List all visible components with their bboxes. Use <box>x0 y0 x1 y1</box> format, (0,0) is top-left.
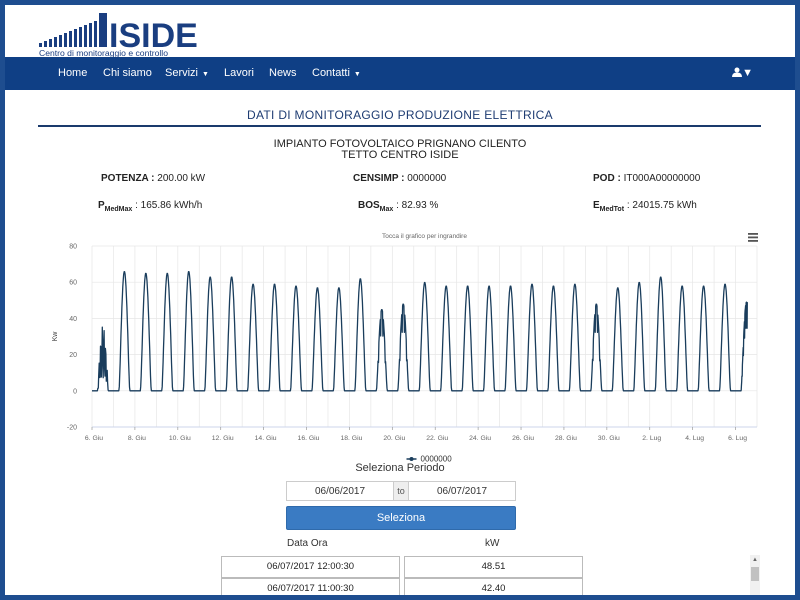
header: ISIDE Centro di monitoraggio e controllo <box>5 5 795 57</box>
y-axis-label: Kw <box>52 331 59 342</box>
bos-info: BOSMax : 82.93 % <box>358 200 439 213</box>
y-tick-label: 20 <box>69 352 77 359</box>
nav-contatti[interactable]: Contatti ▼ <box>312 67 361 79</box>
title-divider <box>38 125 761 127</box>
period-label: Seleziona Periodo <box>355 462 445 474</box>
user-menu[interactable]: ▼ <box>732 57 753 90</box>
chart-legend[interactable]: 0000000 <box>406 455 453 464</box>
censimp-info: CENSIMP : 0000000 <box>353 173 447 184</box>
x-tick-label: 30. Giu <box>598 435 620 442</box>
x-tick-label: 18. Giu <box>340 435 362 442</box>
x-tick-label: 22. Giu <box>426 435 448 442</box>
caret-down-icon: ▼ <box>742 67 753 79</box>
production-chart[interactable]: Tocca il grafico per ingrandire -20 0 20 40 6… <box>45 225 760 465</box>
menu-bar <box>748 233 758 235</box>
page-frame: ISIDE Centro di monitoraggio e controllo… <box>5 5 795 595</box>
table-cell-date: 06/07/2017 11:00:30 <box>221 578 400 595</box>
legend-marker <box>409 457 414 461</box>
logo[interactable]: ISIDE Centro di monitoraggio e controllo <box>37 11 207 57</box>
pod-info: POD : IT000A00000000 <box>593 173 701 184</box>
scrollbar-thumb[interactable] <box>751 567 759 581</box>
nav-news[interactable]: News <box>269 67 297 79</box>
main-navbar: Home Chi siamo Servizi ▼ Lavori News Cont… <box>5 57 795 90</box>
date-to-input[interactable] <box>409 482 515 500</box>
date-range-separator: to <box>393 482 409 500</box>
logo-text: ISIDE <box>109 17 198 55</box>
x-tick-label: 4. Lug <box>685 435 704 442</box>
table-cell-date: 06/07/2017 12:00:30 <box>221 556 400 578</box>
y-tick-label: 0 <box>73 388 77 395</box>
chart-menu-icon[interactable] <box>748 233 758 242</box>
x-tick-label: 12. Giu <box>212 435 234 442</box>
x-tick-label: 6. Lug <box>728 435 747 442</box>
x-tick-label: 2. Lug <box>642 435 661 442</box>
series-line-0000000 <box>91 270 748 392</box>
y-tick-label: 80 <box>69 244 77 251</box>
date-range-group: to <box>286 481 516 501</box>
menu-bar <box>748 240 758 242</box>
x-tick-label: 16. Giu <box>298 435 320 442</box>
nav-servizi[interactable]: Servizi ▼ <box>165 67 209 79</box>
date-from-input[interactable] <box>287 482 393 500</box>
x-tick-label: 8. Giu <box>128 435 146 442</box>
scroll-up-arrow-icon[interactable]: ▲ <box>752 557 758 563</box>
nav-home[interactable]: Home <box>58 67 88 79</box>
x-tick-label: 14. Giu <box>255 435 277 442</box>
user-icon <box>732 67 743 77</box>
x-tick-label: 20. Giu <box>383 435 405 442</box>
section-title: DATI DI MONITORAGGIO PRODUZIONE ELETTRIC… <box>247 108 553 122</box>
potenza-info: POTENZA : 200.00 kW <box>101 173 206 184</box>
plant-name-line1: IMPIANTO FOTOVOLTAICO PRIGNANO CILENTO <box>273 138 527 150</box>
x-tick-label: 24. Giu <box>469 435 491 442</box>
x-tick-label: 28. Giu <box>555 435 577 442</box>
table-scrollbar[interactable]: ▲ <box>750 555 760 595</box>
menu-bar <box>748 236 758 239</box>
x-tick-label: 10. Giu <box>169 435 191 442</box>
y-tick-label: 40 <box>69 316 77 323</box>
caret-down-icon: ▼ <box>353 71 361 78</box>
table-header-date: Data Ora <box>287 538 328 549</box>
plant-name-line2: TETTO CENTRO ISIDE <box>341 149 459 161</box>
x-tick-label: 6. Giu <box>85 435 103 442</box>
table-cell-kw: 48.51 <box>404 556 583 578</box>
x-tick-label: 26. Giu <box>512 435 534 442</box>
caret-down-icon: ▼ <box>202 71 209 78</box>
y-tick-label: -20 <box>67 425 77 432</box>
pmed-info: PMedMax : 165.86 kWh/h <box>98 200 203 213</box>
nav-lavori[interactable]: Lavori <box>224 67 254 79</box>
table-header-kw: kW <box>485 538 500 549</box>
seleziona-button[interactable]: Seleziona <box>286 506 516 530</box>
nav-chi-siamo[interactable]: Chi siamo <box>103 67 152 79</box>
chart-subtitle: Tocca il grafico per ingrandire <box>382 233 467 240</box>
y-tick-label: 60 <box>69 280 77 287</box>
plant-name: IMPIANTO FOTOVOLTAICO PRIGNANO CILENTO T… <box>5 139 795 161</box>
table-cell-kw: 42.40 <box>404 578 583 595</box>
emed-info: EMedTot : 24015.75 kWh <box>593 200 697 213</box>
legend-label: 0000000 <box>421 455 453 464</box>
logo-tagline: Centro di monitoraggio e controllo <box>39 48 168 57</box>
